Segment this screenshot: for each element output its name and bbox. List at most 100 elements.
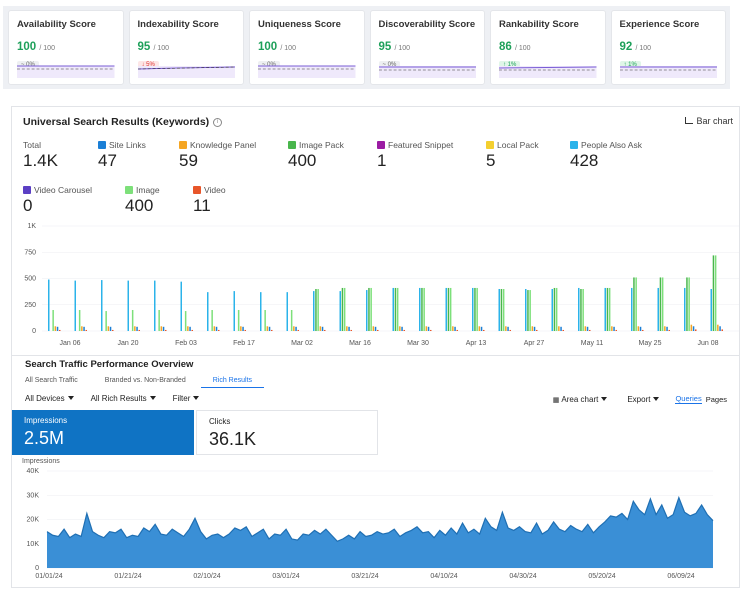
score-card-indexability[interactable]: Indexability Score 95 / 100 ↓ 5% (128, 10, 244, 85)
metric-image-pack[interactable]: Image Pack 400 (288, 140, 344, 170)
tab-all-search-traffic[interactable]: All Search Traffic (25, 377, 78, 384)
checkbox-icon[interactable] (179, 141, 187, 149)
checkbox-icon[interactable] (193, 186, 201, 194)
score-card-availability[interactable]: Availability Score 100 / 100 ~ 0% (8, 10, 124, 85)
bar (445, 287, 447, 331)
bar (56, 326, 59, 331)
checkbox-icon[interactable] (570, 141, 578, 149)
score-delta: ↑ 1% (499, 61, 521, 69)
bar (714, 255, 717, 331)
bar (237, 310, 240, 331)
caret-down-icon (601, 396, 608, 401)
bar (268, 326, 271, 331)
bar (54, 326, 57, 331)
rich-results-dropdown[interactable]: All Rich Results (91, 394, 156, 403)
x-tick-label: May 25 (639, 340, 662, 347)
checkbox-icon[interactable] (377, 141, 385, 149)
panel-title: Universal Search Results (Keywords) i (23, 116, 223, 128)
bar (527, 290, 529, 331)
bar (456, 329, 458, 331)
bar (286, 292, 288, 331)
bar (131, 310, 134, 331)
bar (558, 326, 560, 331)
bar-chart-icon (685, 117, 694, 124)
score-sparkline (17, 65, 115, 78)
bar-chart-button[interactable]: Bar chart (685, 116, 733, 126)
bar (639, 326, 642, 331)
bar (109, 326, 112, 331)
bar (160, 326, 163, 331)
caret-down-icon (653, 396, 660, 401)
bar (52, 310, 54, 331)
metric-featured-snippet[interactable]: Featured Snippet 1 (377, 140, 454, 170)
clicks-card[interactable]: Clicks 36.1K (196, 410, 378, 455)
bar (368, 287, 370, 331)
export-dropdown[interactable]: Export (627, 395, 660, 404)
bar (427, 326, 430, 331)
bar (372, 326, 375, 331)
tab-branded[interactable]: Branded vs. Non-Branded (104, 377, 186, 384)
metric-knowledge-panel[interactable]: Knowledge Panel 59 (179, 140, 257, 170)
bar (582, 289, 584, 331)
checkbox-icon[interactable] (23, 186, 31, 194)
score-title: Availability Score (17, 19, 96, 30)
metric-people-also-ask[interactable]: People Also Ask 428 (570, 140, 642, 170)
area-chart-icon: ▦ (552, 396, 560, 404)
bar (134, 326, 136, 331)
bar (633, 277, 635, 331)
checkbox-icon[interactable] (486, 141, 494, 149)
bar (189, 326, 191, 331)
bar (664, 326, 666, 331)
metric-local-pack[interactable]: Local Pack 5 (486, 140, 539, 170)
bar (260, 292, 262, 331)
filter-dropdown[interactable]: Filter (173, 394, 200, 403)
metric-site-links[interactable]: Site Links 47 (98, 140, 146, 170)
bar (502, 289, 505, 331)
bar (81, 326, 83, 331)
score-card-uniqueness[interactable]: Uniqueness Score 100 / 100 ~ 0% (249, 10, 365, 85)
score-card-discoverability[interactable]: Discoverability Score 95 / 100 ~ 0% (369, 10, 485, 85)
tab-rich-results[interactable]: Rich Results (200, 377, 265, 388)
pages-toggle[interactable]: Pages (705, 394, 727, 404)
bar (642, 329, 644, 331)
y-tick-label: 500 (24, 276, 36, 283)
bar (319, 326, 322, 331)
score-value: 95 / 100 (378, 41, 411, 53)
x-tick-label: 06/09/24 (667, 573, 694, 580)
bar (615, 329, 617, 331)
bar (604, 287, 606, 331)
bar (346, 326, 348, 331)
bar (631, 287, 633, 331)
y-tick-label: 0 (32, 328, 36, 335)
bar (452, 326, 454, 331)
score-delta: ~ 0% (17, 61, 39, 69)
x-tick-label: 03/21/24 (351, 573, 378, 580)
devices-dropdown[interactable]: All Devices (25, 394, 74, 403)
bar (233, 291, 235, 331)
y-tick-label: 750 (24, 249, 36, 256)
queries-toggle[interactable]: Queries (675, 394, 702, 404)
metric-video-carousel[interactable]: Video Carousel 0 (23, 185, 92, 215)
score-delta: ↓ 5% (137, 61, 159, 69)
bar (165, 329, 167, 331)
score-card-experience[interactable]: Experience Score 92 / 100 ↑ 1% (610, 10, 726, 85)
checkbox-icon[interactable] (125, 186, 133, 194)
bar (313, 291, 315, 331)
score-value: 95 / 100 (137, 41, 170, 53)
chart-controls: ▦ Area chart Export Queries Pages (533, 394, 727, 404)
impressions-area-chart: Impressions 40K 30K 20K 10K 001/01/24 01/21/24… (22, 458, 714, 580)
info-icon[interactable]: i (213, 117, 223, 127)
bar (324, 329, 326, 331)
bar (562, 329, 564, 331)
impressions-card[interactable]: Impressions 2.5M (12, 410, 194, 455)
bar (112, 329, 114, 331)
checkbox-icon[interactable] (288, 141, 296, 149)
area-chart-dropdown[interactable]: ▦ Area chart (553, 395, 608, 404)
bar (608, 287, 611, 331)
area-fill (47, 497, 713, 568)
metric-image[interactable]: Image 400 (125, 185, 160, 215)
metric-video[interactable]: Video 11 (193, 185, 226, 215)
score-card-rankability[interactable]: Rankability Score 86 / 100 ↑ 1% (490, 10, 606, 85)
checkbox-icon[interactable] (98, 141, 106, 149)
bar (403, 329, 405, 331)
